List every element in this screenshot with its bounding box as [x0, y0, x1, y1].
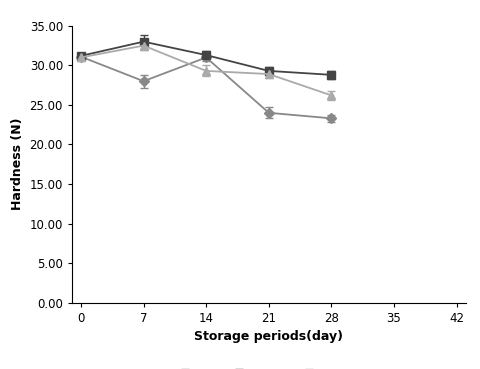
X-axis label: Storage periods(day): Storage periods(day)	[194, 330, 343, 343]
Y-axis label: Hardness (N): Hardness (N)	[11, 118, 24, 210]
